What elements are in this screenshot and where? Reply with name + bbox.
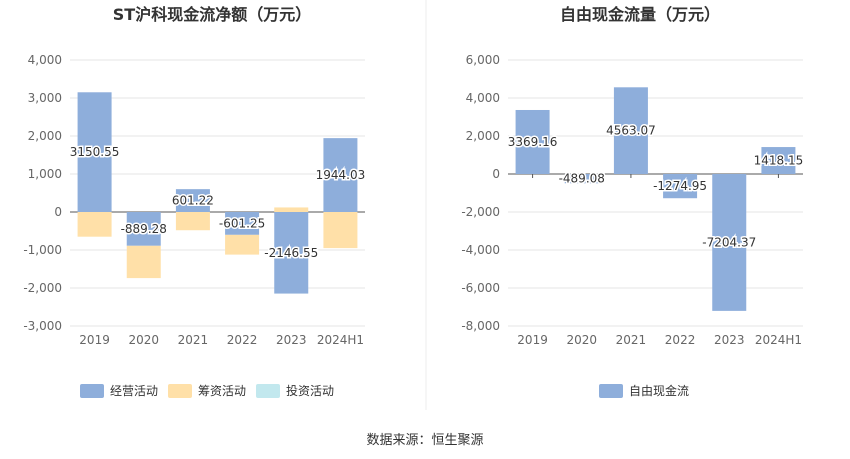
chart1-y-tick-label: 3,000 [28, 91, 62, 105]
chart1-legend-label: 筹资活动 [198, 384, 246, 398]
chart1-legend-swatch-筹资活动 [168, 384, 192, 398]
chart2-data-label: -489.08 [559, 172, 605, 186]
chart1-bar-经营活动-2019 [77, 92, 112, 212]
chart1-x-tick-label: 2021 [178, 333, 209, 347]
chart1-bar-筹资活动-2022 [225, 234, 260, 255]
chart2-y-tick-label: 0 [492, 167, 500, 181]
chart1-data-label: 3150.55 [70, 145, 120, 159]
chart2-y-tick-label: -4,000 [461, 243, 500, 257]
chart2-bar-自由现金流-2022 [663, 174, 698, 199]
chart1-data-label: 1944.03 [316, 168, 366, 182]
chart1-bar-经营活动-2022 [225, 212, 260, 235]
chart2-y-tick-label: 6,000 [466, 53, 500, 67]
chart2-y-tick-label: 2,000 [466, 129, 500, 143]
chart1-data-label: 601.22 [172, 194, 214, 208]
data-source-note: 数据来源：恒生聚源 [366, 433, 484, 448]
chart2-x-tick-label: 2023 [714, 333, 745, 347]
chart1-y-tick-label: -2,000 [23, 281, 62, 295]
chart1-data-label: -601.25 [219, 216, 265, 230]
chart2-bar-自由现金流-2024H1 [761, 147, 796, 174]
chart1-x-tick-label: 2024H1 [317, 333, 364, 347]
chart2-x-tick-label: 2024H1 [755, 333, 802, 347]
chart1-bar-筹资活动-2021 [175, 212, 210, 231]
chart2-legend-swatch-自由现金流 [599, 384, 623, 398]
chart1-y-tick-label: 2,000 [28, 129, 62, 143]
chart2-bar-自由现金流-2019 [515, 109, 550, 174]
chart1-legend-label: 投资活动 [286, 383, 334, 398]
chart1-y-tick-label: 1,000 [28, 167, 62, 181]
chart1-y-tick-label: -1,000 [23, 243, 62, 257]
chart1-legend-swatch-投资活动 [256, 384, 280, 398]
chart1-data-label: -2146.55 [264, 246, 318, 260]
chart2-legend-label: 自由现金流 [629, 383, 689, 398]
chart2-y-tick-label: -2,000 [461, 205, 500, 219]
chart2-data-label: -7204.37 [702, 235, 756, 249]
cashflow-charts: ST沪科现金流净额（万元） 4,000 3,000 2,000 1,000 0 -1,000… [23, 0, 805, 410]
chart1-bar-经营活动-2021 [175, 189, 210, 212]
chart2-data-label: 1418.15 [754, 154, 804, 168]
chart2-x-tick-label: 2021 [616, 333, 647, 347]
chart2-data-label: -1274.95 [653, 179, 707, 193]
chart1-bar-经营活动-2023 [274, 212, 309, 294]
chart2-data-label: 3369.16 [508, 135, 558, 149]
chart1-legend-label: 经营活动 [110, 384, 158, 398]
chart1-y-tick-label: 4,000 [28, 53, 62, 67]
chart1-bar-筹资活动-2020 [126, 245, 161, 279]
chart1-bar-筹资活动-2019 [77, 212, 112, 237]
chart2-bar-自由现金流-2021 [613, 87, 648, 174]
chart2-bar-自由现金流-2020 [564, 174, 599, 184]
chart1-bar-经营活动-2020 [126, 212, 161, 246]
chart1-x-tick-label: 2023 [276, 333, 307, 347]
chart1-legend-swatch-经营活动 [80, 384, 104, 398]
chart1-y-tick-label: -3,000 [23, 319, 62, 333]
chart1-x-tick-label: 2022 [227, 333, 258, 347]
chart2-y-tick-label: -8,000 [461, 319, 500, 333]
chart1-x-tick-label: 2020 [128, 333, 159, 347]
chart1-y-tick-label: 0 [54, 205, 62, 219]
chart2-x-tick-label: 2020 [566, 333, 597, 347]
chart1-data-label: -889.28 [121, 222, 167, 236]
chart1-bar-筹资活动-2023 [274, 207, 309, 212]
chart2-title: 自由现金流量（万元） [560, 5, 720, 24]
chart1-title: ST沪科现金流净额（万元） [113, 5, 311, 24]
chart1-bar-筹资活动-2024H1 [323, 212, 358, 249]
chart2-x-tick-label: 2022 [665, 333, 696, 347]
chart1-bar-经营活动-2024H1 [323, 138, 358, 212]
chart2-x-tick-label: 2019 [517, 333, 548, 347]
chart2-data-label: 4563.07 [606, 124, 656, 138]
chart2-y-tick-label: 4,000 [466, 91, 500, 105]
chart2-bar-自由现金流-2023 [712, 174, 747, 311]
chart1-x-tick-label: 2019 [79, 333, 110, 347]
chart2-y-tick-label: -6,000 [461, 281, 500, 295]
